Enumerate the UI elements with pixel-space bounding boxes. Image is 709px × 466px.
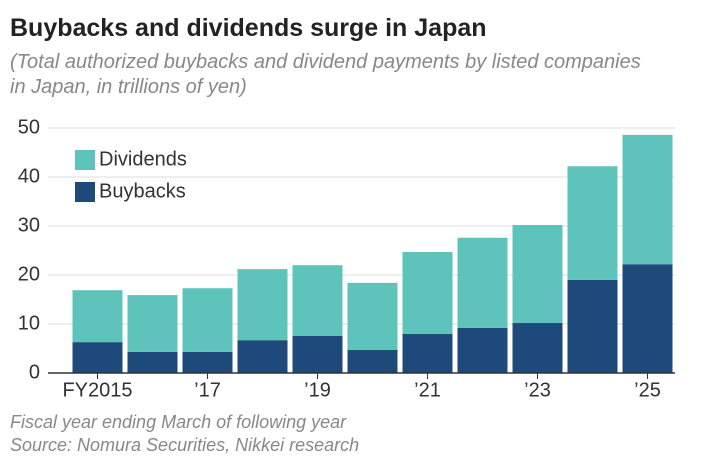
legend-label: Buybacks <box>99 180 186 202</box>
x-tick-label: FY2015 <box>62 379 132 401</box>
bar-segment <box>457 327 508 373</box>
bar-segment <box>127 351 178 373</box>
legend-swatch <box>75 150 95 170</box>
legend-swatch <box>75 182 95 202</box>
bar-segment <box>237 269 288 341</box>
bar-segment <box>402 333 453 373</box>
x-tick-label: ’25 <box>634 379 661 401</box>
bar-segment <box>237 340 288 373</box>
bar-segment <box>457 237 508 328</box>
bar-segment <box>622 134 673 265</box>
bar-segment <box>622 264 673 373</box>
y-tick-label: 0 <box>29 361 40 383</box>
x-tick-label: ’17 <box>194 379 221 401</box>
y-tick-label: 50 <box>18 116 40 138</box>
bar-segment <box>292 265 343 336</box>
chart-source: Source: Nomura Securities, Nikkei resear… <box>10 435 360 455</box>
bar-segment <box>72 342 123 373</box>
x-tick-label: ’21 <box>414 379 441 401</box>
y-tick-label: 30 <box>18 214 40 236</box>
bar-segment <box>347 282 398 350</box>
bar-segment <box>347 349 398 373</box>
y-tick-label: 10 <box>18 312 40 334</box>
bar-segment <box>567 279 618 373</box>
x-tick-label: ’19 <box>304 379 331 401</box>
bar-segment <box>512 323 563 373</box>
bar-segment <box>127 295 178 352</box>
bar-segment <box>567 166 618 280</box>
chart-subtitle: (Total authorized buybacks and dividend … <box>10 51 641 98</box>
y-tick-label: 40 <box>18 165 40 187</box>
bar-segment <box>182 351 233 373</box>
bar-segment <box>292 335 343 373</box>
y-tick-label: 20 <box>18 263 40 285</box>
chart-note: Fiscal year ending March of following ye… <box>10 412 347 432</box>
chart-title: Buybacks and dividends surge in Japan <box>10 14 487 42</box>
legend-label: Dividends <box>99 148 187 170</box>
chart: 0 10 20 30 40 50 FY2015 ’17 ’19 ’21 ’23 ’25 Dividend… <box>18 116 675 401</box>
bar-segment <box>402 251 453 334</box>
x-tick-label: ’23 <box>524 379 551 401</box>
bar-segment <box>512 225 563 324</box>
bar-segment <box>182 288 233 352</box>
bar-segment <box>72 290 123 343</box>
